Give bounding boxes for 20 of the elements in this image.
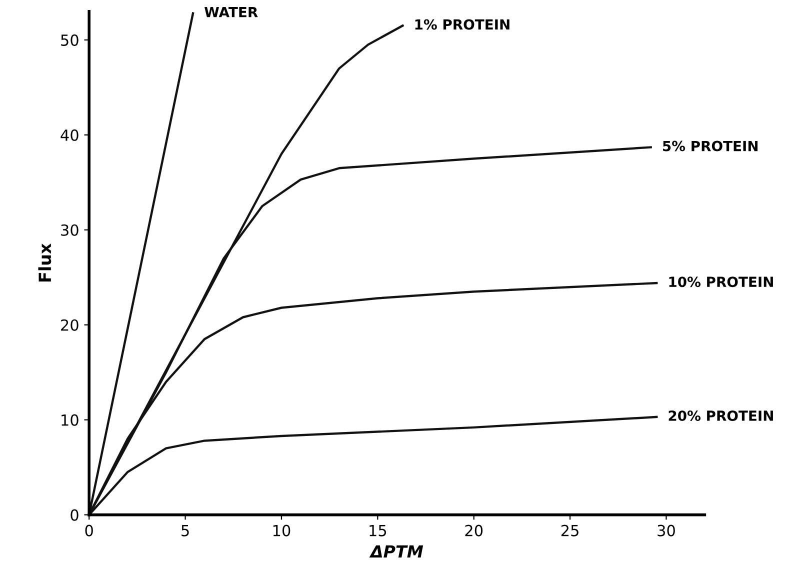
y-tick-label: 50: [61, 34, 78, 46]
y-tick-label: 0: [70, 509, 78, 521]
y-axis-title: Flux: [38, 244, 52, 282]
series-label: 10% PROTEIN: [669, 276, 773, 288]
x-tick-label: 0: [85, 524, 93, 536]
x-axis-title: ΔPTM: [369, 545, 424, 558]
y-tick-label: 30: [61, 224, 78, 236]
series-label: 5% PROTEIN: [663, 140, 758, 152]
x-tick-label: 30: [658, 524, 675, 536]
x-tick-label: 20: [465, 524, 483, 536]
y-tick-label: 20: [61, 319, 78, 331]
series-label: 20% PROTEIN: [668, 410, 773, 422]
y-tick-label: 40: [60, 129, 78, 141]
y-tick-label: 10: [62, 414, 78, 426]
x-tick-label: 25: [561, 524, 578, 536]
series-label: 1% PROTEIN: [415, 19, 510, 30]
series-label: WATER: [204, 7, 258, 18]
x-tick-label: 10: [273, 524, 290, 536]
x-tick-label: 5: [182, 524, 189, 536]
x-tick-label: 15: [370, 524, 386, 536]
